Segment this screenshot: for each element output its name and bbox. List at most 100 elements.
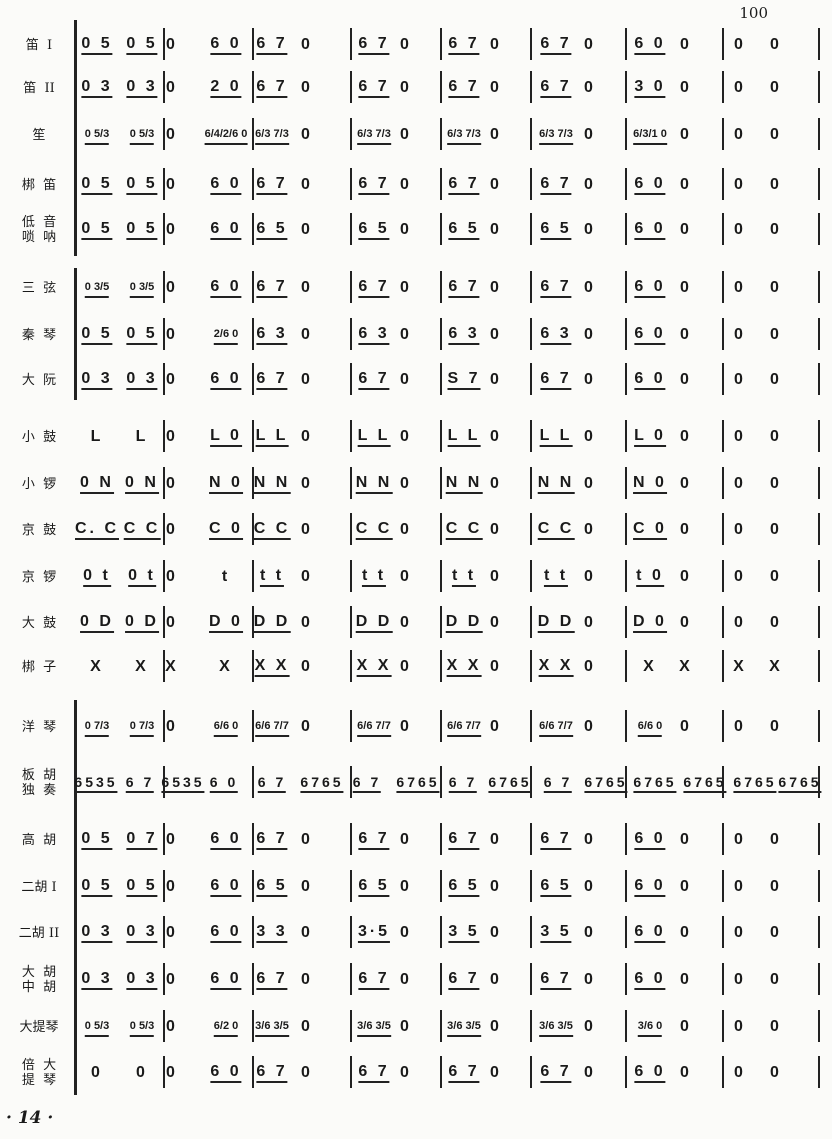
barline	[252, 823, 254, 855]
barline	[440, 916, 442, 948]
barline	[252, 168, 254, 200]
notation-cell: 0	[166, 831, 178, 848]
barline	[818, 560, 820, 592]
instrument-label: 笛 II	[23, 80, 55, 96]
barline	[163, 213, 165, 245]
notation-cell: t t	[451, 567, 477, 587]
barline	[530, 560, 532, 592]
notation-cell: 0	[301, 658, 313, 675]
barline	[625, 870, 627, 902]
notation-cell: 0	[166, 221, 178, 238]
barline	[163, 823, 165, 855]
notation-cell: 0 3	[81, 923, 113, 943]
notation-cell: 0	[584, 718, 596, 735]
notation-cell: 0	[490, 326, 502, 343]
notation-cell: 6 7	[257, 773, 287, 793]
notation-cell: 6 7	[256, 35, 288, 55]
notation-cell: D D	[355, 613, 393, 633]
barline	[530, 118, 532, 150]
barline	[530, 467, 532, 499]
instrument-label: 大 胡 中 胡	[21, 965, 57, 995]
notation-cell: 6 0	[210, 830, 242, 850]
notation-cell: 0 5/3	[84, 125, 110, 145]
notation-cell: 0	[490, 878, 502, 895]
barline	[440, 71, 442, 103]
notation-cell: 0 5	[81, 325, 113, 345]
barline	[818, 1056, 820, 1088]
barline	[818, 71, 820, 103]
barline	[818, 823, 820, 855]
barline	[350, 1010, 352, 1042]
barline	[530, 650, 532, 682]
barline	[350, 118, 352, 150]
notation-cell: 6765	[584, 773, 628, 793]
notation-cell: 0 D	[80, 613, 114, 633]
notation-cell: L 0	[634, 427, 666, 447]
barline	[350, 363, 352, 395]
notation-cell: 6 5	[448, 220, 480, 240]
notation-cell: X	[90, 658, 104, 675]
barline	[252, 650, 254, 682]
notation-cell: 0	[166, 924, 178, 941]
notation-cell: 0	[301, 279, 313, 296]
notation-cell: 6 0	[210, 35, 242, 55]
notation-cell: 0	[680, 568, 692, 585]
barline	[252, 467, 254, 499]
notation-cell: 0	[490, 176, 502, 193]
barline	[350, 271, 352, 303]
notation-cell: 6 0	[634, 923, 666, 943]
notation-cell: 3 5	[448, 923, 480, 943]
notation-cell: 0	[166, 326, 178, 343]
notation-cell: 0	[584, 326, 596, 343]
notation-cell: N N	[355, 474, 393, 494]
notation-cell: C C	[253, 520, 291, 540]
notation-cell: 0	[770, 371, 782, 388]
notation-cell: 6 7	[540, 1063, 572, 1083]
notation-cell: 0	[734, 221, 746, 238]
notation-cell: 0	[400, 718, 412, 735]
notation-cell: 0	[301, 1018, 313, 1035]
notation-cell: t 0	[636, 567, 664, 587]
notation-cell: 0	[490, 971, 502, 988]
barline	[252, 513, 254, 545]
barline	[350, 870, 352, 902]
barline	[163, 71, 165, 103]
barline	[350, 420, 352, 452]
notation-cell: 0	[490, 371, 502, 388]
notation-cell: 6 0	[210, 370, 242, 390]
notation-cell: 0	[584, 878, 596, 895]
notation-cell: L	[135, 428, 149, 445]
notation-cell: 0	[734, 718, 746, 735]
notation-cell: 3/6 0	[637, 1017, 663, 1037]
notation-cell: 0	[770, 718, 782, 735]
notation-cell: 0	[680, 79, 692, 96]
notation-cell: 0	[490, 279, 502, 296]
notation-cell: 3/6 3/5	[539, 1017, 573, 1037]
notation-cell: 0	[400, 1018, 412, 1035]
barline	[350, 963, 352, 995]
notation-cell: 0	[680, 924, 692, 941]
barline	[252, 1010, 254, 1042]
notation-cell: 3/6 3/5	[447, 1017, 481, 1037]
notation-cell: 0	[400, 568, 412, 585]
barline	[350, 467, 352, 499]
barline	[440, 271, 442, 303]
notation-cell: 0	[166, 1064, 178, 1081]
notation-cell: 0	[400, 971, 412, 988]
barline	[530, 916, 532, 948]
barline	[530, 28, 532, 60]
barline	[163, 363, 165, 395]
instrument-label: 笛 I	[25, 37, 53, 53]
barline	[625, 766, 627, 798]
barline	[350, 560, 352, 592]
notation-cell: 0	[166, 176, 178, 193]
barline	[818, 650, 820, 682]
barline	[722, 213, 724, 245]
barline	[350, 213, 352, 245]
notation-cell: 6 7	[448, 78, 480, 98]
notation-cell: 0	[166, 279, 178, 296]
instrument-label: 洋 琴	[21, 719, 57, 735]
notation-cell: 0	[400, 176, 412, 193]
barline	[163, 513, 165, 545]
notation-cell: D D	[537, 613, 575, 633]
